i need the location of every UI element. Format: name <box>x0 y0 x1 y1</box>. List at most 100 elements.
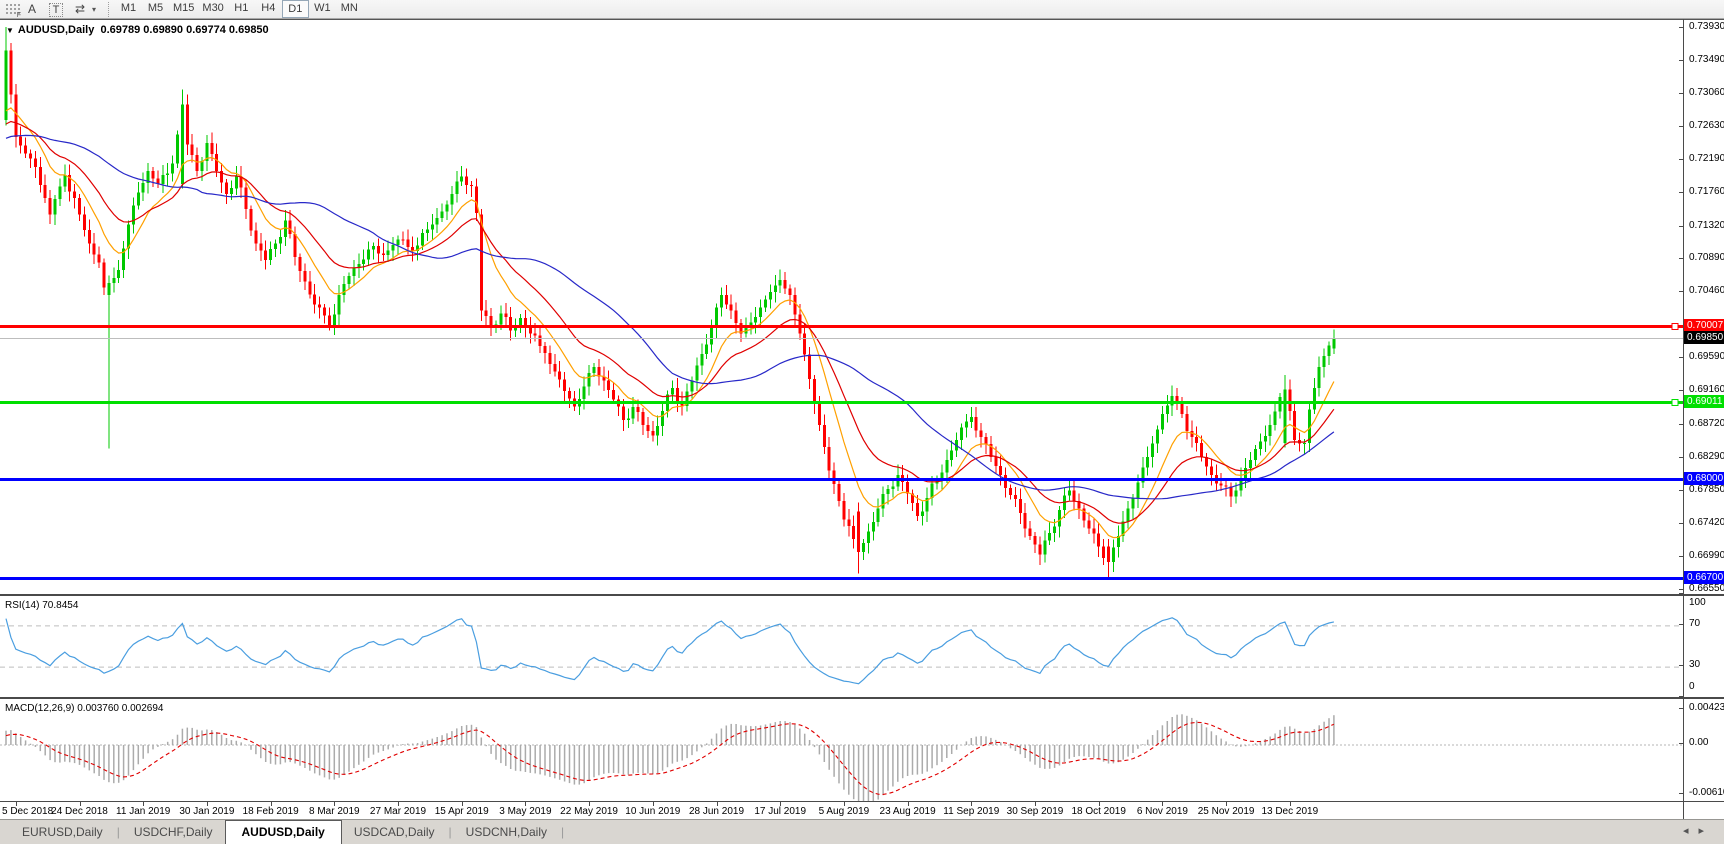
price-axis-label: 0.67850 <box>1689 484 1724 496</box>
time-tick <box>334 802 336 806</box>
price-tick <box>1679 423 1683 425</box>
timeframe-button-m1[interactable]: M1 <box>120 2 137 14</box>
time-axis-label: 18 Oct 2019 <box>1071 806 1126 817</box>
fibonacci-tool-icon[interactable]: F <box>4 2 21 19</box>
candles <box>4 27 1336 579</box>
time-axis-label: 27 Mar 2019 <box>369 806 427 817</box>
time-axis[interactable]: 5 Dec 2018 24 Dec 2018 11 Jan 2019 30 Jan 2… <box>0 801 1724 819</box>
time-axis-label: 25 Nov 2019 <box>1197 806 1255 817</box>
time-axis-label: 30 Sep 2019 <box>1006 806 1064 817</box>
time-axis-label: 11 Jan 2019 <box>116 806 171 817</box>
macd-tick <box>1679 793 1683 795</box>
time-axis-label: 18 Feb 2019 <box>242 806 299 817</box>
candlestick-chart-canvas[interactable] <box>0 20 1684 594</box>
current-price-badge: 0.69850 <box>1684 330 1724 344</box>
rsi-line <box>5 617 1335 685</box>
timeframe-button-mn[interactable]: MN <box>340 2 358 14</box>
tab-separator: | <box>116 825 120 839</box>
support-green-line-handle[interactable] <box>1671 399 1679 407</box>
timeframe-button-h1[interactable]: H1 <box>234 2 249 14</box>
resistance-red-line-handle[interactable] <box>1671 323 1679 331</box>
rsi-tick <box>1679 696 1683 697</box>
timeframe-button-m15[interactable]: M15 <box>173 2 195 14</box>
macd-axis-label: 0.00 <box>1689 737 1709 748</box>
timeframe-button-h4[interactable]: H4 <box>261 2 276 14</box>
rsi-tick <box>1679 665 1683 667</box>
scroll-right-icon[interactable]: ▸ <box>1698 825 1714 837</box>
time-tick <box>971 802 973 806</box>
price-axis-border <box>1683 19 1684 819</box>
time-tick <box>843 802 845 806</box>
time-axis-label: 28 Jun 2019 <box>688 806 745 817</box>
time-axis-label: 5 Aug 2019 <box>818 806 870 817</box>
time-axis-label: 23 Aug 2019 <box>879 806 936 817</box>
toolbar: F A T ⇄ ▾ M1 M5 M15 M30 H1 H4 D1 W1 MN <box>0 0 1724 19</box>
rsi-tick <box>1679 623 1683 625</box>
scroll-left-icon[interactable]: ◂ <box>1682 825 1699 837</box>
price-axis-label: 0.73930 <box>1689 20 1724 32</box>
label-tool-icon[interactable]: T <box>44 1 68 18</box>
price-axis-label: 0.72630 <box>1689 119 1724 131</box>
time-tick <box>1098 802 1100 806</box>
timeframe-button-m30[interactable]: M30 <box>202 2 224 14</box>
time-tick <box>907 802 909 806</box>
ohlc-readout: 0.69789 0.69890 0.69774 0.69850 <box>100 24 269 36</box>
price-tick <box>1679 93 1683 95</box>
rsi-indicator-canvas[interactable] <box>0 598 1684 699</box>
time-tick <box>398 802 399 806</box>
price-tick <box>1679 26 1683 28</box>
chevron-down-icon[interactable]: ▾ <box>92 4 97 14</box>
price-axis-label: 0.71760 <box>1689 186 1724 198</box>
price-axis-label: 0.70460 <box>1689 285 1724 297</box>
time-tick <box>143 802 145 806</box>
chart-tab-usdchf[interactable]: USDCHF,Daily <box>133 825 213 839</box>
timeframe-button-w1[interactable]: W1 <box>314 2 331 14</box>
price-axis-label: 0.67420 <box>1689 516 1724 528</box>
time-tick <box>780 802 782 806</box>
macd-axis-label: -0.00610 <box>1689 787 1724 799</box>
rsi-axis-label: 30 <box>1689 659 1701 671</box>
rsi-axis-label: 0 <box>1689 681 1695 692</box>
price-tick <box>1679 258 1683 260</box>
macd-indicator-canvas[interactable] <box>0 701 1684 803</box>
price-tick <box>1679 225 1683 227</box>
price-tick <box>1679 192 1683 194</box>
symbol-period-label: AUDUSD,Daily <box>17 24 95 36</box>
price-level-badge: 0.70007 <box>1684 318 1724 332</box>
chart-tab-audusd[interactable]: AUDUSD,Daily <box>224 820 342 844</box>
chart-tab-bar: EURUSD,Daily | USDCHF,Daily AUDUSD,Daily USD… <box>0 819 1724 844</box>
text-tool-icon[interactable]: A <box>27 1 36 16</box>
tab-scroll-arrows[interactable]: ◂▸ <box>1683 824 1714 837</box>
price-axis-label: 0.72190 <box>1689 153 1724 165</box>
time-tick <box>1035 802 1036 806</box>
macd-axis-label: 0.00423 <box>1689 702 1724 713</box>
timeframe-button-m5[interactable]: M5 <box>147 2 164 14</box>
time-tick <box>716 802 718 806</box>
time-axis-label: 5 Dec 2018 <box>2 806 54 817</box>
price-chart-panel: ▼ AUDUSD,Daily 0.69789 0.69890 0.69774 0.… <box>0 19 1724 594</box>
time-axis-label: 3 May 2019 <box>499 806 552 817</box>
time-axis-label: 13 Dec 2019 <box>1261 806 1319 817</box>
time-tick <box>652 802 654 806</box>
time-axis-label: 17 Jul 2019 <box>754 806 807 817</box>
chart-tab-usdcad[interactable]: USDCAD,Daily <box>353 825 435 839</box>
symbol-dropdown-icon[interactable]: ▼ <box>6 26 14 35</box>
time-axis-label: 15 Apr 2019 <box>434 806 489 817</box>
time-tick <box>1289 802 1291 806</box>
chart-tab-eurusd[interactable]: EURUSD,Daily <box>22 825 103 839</box>
macd-histogram <box>5 714 1335 803</box>
time-tick <box>461 802 463 806</box>
price-tick <box>1679 125 1683 127</box>
price-axis-label: 0.66550 <box>1689 583 1724 595</box>
timeframe-button-d1-active[interactable]: D1 <box>281 0 309 18</box>
tab-separator: | <box>561 825 565 839</box>
price-axis-label: 0.73060 <box>1689 87 1724 99</box>
macd-tick <box>1679 708 1683 709</box>
arrows-tool-icon[interactable]: ⇄ <box>74 1 86 16</box>
time-tick <box>1162 802 1164 806</box>
chart-title[interactable]: ▼ AUDUSD,Daily 0.69789 0.69890 0.69774 0.… <box>6 24 269 36</box>
time-axis-label: 11 Sep 2019 <box>943 806 1000 817</box>
chart-tab-usdcnh[interactable]: USDCNH,Daily <box>465 825 548 839</box>
time-axis-label: 8 Mar 2019 <box>309 806 360 817</box>
